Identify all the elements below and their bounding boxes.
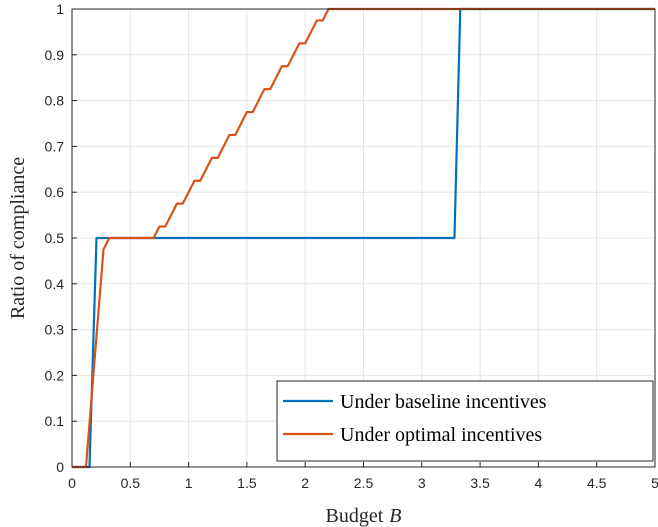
x-tick-label: 1.5 [237,475,257,491]
x-axis-label: Budget [326,505,384,527]
x-tick-label: 0 [68,475,76,491]
x-tick-label: 2 [301,475,309,491]
y-tick-label: 0.6 [45,184,65,200]
y-tick-label: 0.4 [45,276,65,292]
series-line-optimal [72,7,655,469]
x-tick-label: 1 [185,475,193,491]
legend-box [276,380,654,462]
y-tick-label: 0.2 [45,367,65,383]
x-tick-label: 0.5 [121,475,141,491]
x-axis-symbol: B [389,505,401,527]
y-tick-label: 0.8 [45,93,65,109]
legend: Under baseline incentives Under optimal … [276,380,654,462]
x-tick-label: 4 [535,475,543,491]
y-axis-title: Ratio of compliance [7,157,29,319]
x-tick-label: 4.5 [587,475,607,491]
y-tick-label: 0.7 [45,138,65,154]
x-tick-label: 3.5 [470,475,490,491]
y-tick-label: 0.3 [45,322,65,338]
y-tick-label: 0 [56,459,64,475]
x-tick-label: 2.5 [354,475,374,491]
y-tick-label: 0.9 [45,47,65,63]
legend-label-baseline: Under baseline incentives [340,391,547,413]
y-tick-label: 0.1 [45,413,65,429]
axis-ticks: 0 0.5 1 1.5 2 2.5 3 3.5 4 4.5 5 0 0.1 0.2 0.3 0.4 0.5 0.6… [45,1,658,491]
legend-label-optimal: Under optimal incentives [340,424,542,446]
x-axis-title: Budget B [326,505,402,527]
x-tick-label: 5 [651,475,658,491]
y-tick-label: 1 [56,1,64,17]
x-tick-label: 3 [418,475,426,491]
y-tick-label: 0.5 [45,230,65,246]
